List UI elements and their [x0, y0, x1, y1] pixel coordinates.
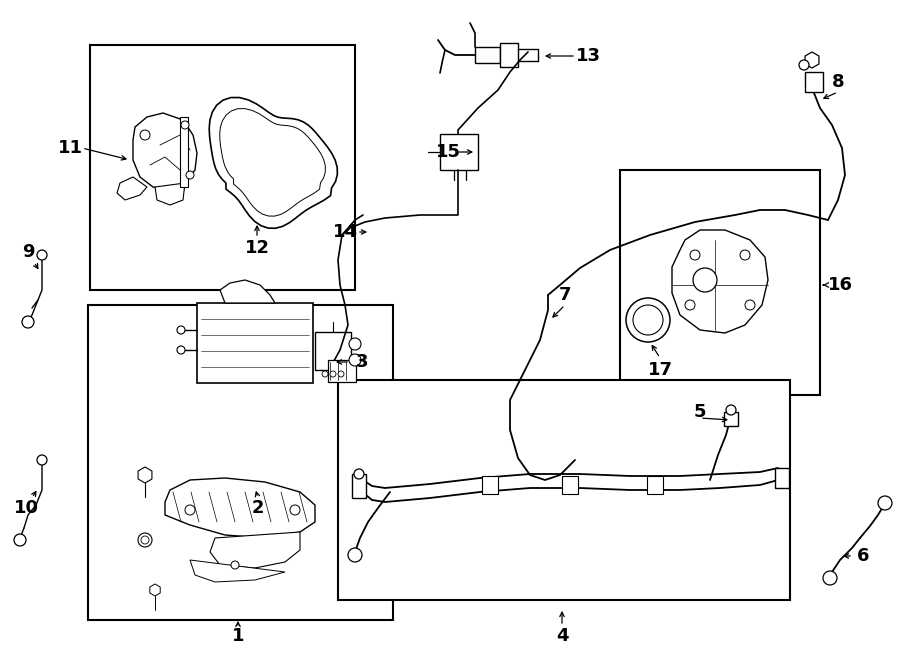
- Text: 11: 11: [58, 139, 83, 157]
- Bar: [88, 305, 393, 620]
- Text: 2: 2: [252, 499, 265, 517]
- Bar: [620, 170, 820, 395]
- Polygon shape: [220, 280, 275, 303]
- Polygon shape: [117, 177, 147, 200]
- Circle shape: [322, 371, 328, 377]
- Circle shape: [330, 371, 336, 377]
- Polygon shape: [210, 532, 300, 568]
- Text: 8: 8: [832, 73, 844, 91]
- Text: 1: 1: [232, 627, 244, 645]
- Circle shape: [138, 533, 152, 547]
- Circle shape: [348, 548, 362, 562]
- Circle shape: [22, 316, 34, 328]
- Polygon shape: [133, 113, 197, 190]
- Text: 5: 5: [694, 403, 706, 421]
- Polygon shape: [165, 478, 315, 538]
- Circle shape: [290, 505, 300, 515]
- Bar: [724, 412, 738, 426]
- Circle shape: [185, 505, 195, 515]
- Bar: [475, 47, 500, 63]
- Bar: [197, 303, 313, 383]
- Circle shape: [338, 371, 344, 377]
- Polygon shape: [149, 584, 160, 596]
- Circle shape: [349, 354, 361, 366]
- Circle shape: [186, 171, 194, 179]
- Bar: [805, 72, 823, 92]
- Text: 14: 14: [332, 223, 357, 241]
- Circle shape: [693, 268, 717, 292]
- Circle shape: [685, 300, 695, 310]
- Bar: [775, 468, 789, 488]
- Bar: [180, 117, 188, 187]
- Bar: [440, 134, 478, 170]
- Text: 12: 12: [245, 239, 269, 257]
- Text: 3: 3: [356, 353, 368, 371]
- Circle shape: [740, 250, 750, 260]
- Bar: [562, 476, 578, 494]
- Text: 9: 9: [22, 243, 34, 261]
- Circle shape: [140, 130, 150, 140]
- Circle shape: [633, 305, 663, 335]
- Circle shape: [690, 250, 700, 260]
- Circle shape: [37, 455, 47, 465]
- Circle shape: [231, 561, 239, 569]
- Polygon shape: [138, 467, 152, 483]
- Circle shape: [726, 405, 736, 415]
- Circle shape: [799, 60, 809, 70]
- Circle shape: [141, 536, 149, 544]
- Bar: [352, 474, 366, 498]
- Bar: [482, 476, 498, 494]
- Circle shape: [745, 300, 755, 310]
- Circle shape: [37, 250, 47, 260]
- Bar: [338, 380, 790, 600]
- Circle shape: [181, 121, 189, 129]
- Circle shape: [177, 326, 185, 334]
- Circle shape: [626, 298, 670, 342]
- Text: 6: 6: [857, 547, 869, 565]
- Polygon shape: [672, 230, 768, 333]
- Bar: [500, 43, 518, 67]
- Circle shape: [878, 496, 892, 510]
- Polygon shape: [190, 560, 285, 582]
- Text: 16: 16: [827, 276, 852, 294]
- Text: 13: 13: [575, 47, 600, 65]
- Text: 7: 7: [559, 286, 572, 304]
- Circle shape: [14, 534, 26, 546]
- Circle shape: [823, 571, 837, 585]
- Text: 4: 4: [556, 627, 568, 645]
- Text: 17: 17: [647, 361, 672, 379]
- Text: 15: 15: [436, 143, 461, 161]
- Bar: [90, 45, 355, 290]
- Polygon shape: [209, 98, 338, 228]
- Bar: [647, 476, 663, 494]
- Circle shape: [349, 338, 361, 350]
- Circle shape: [177, 346, 185, 354]
- Polygon shape: [155, 183, 185, 205]
- Polygon shape: [806, 52, 819, 68]
- Text: 10: 10: [14, 499, 39, 517]
- Bar: [315, 332, 351, 370]
- Circle shape: [354, 469, 364, 479]
- Bar: [328, 360, 356, 382]
- Polygon shape: [220, 108, 325, 216]
